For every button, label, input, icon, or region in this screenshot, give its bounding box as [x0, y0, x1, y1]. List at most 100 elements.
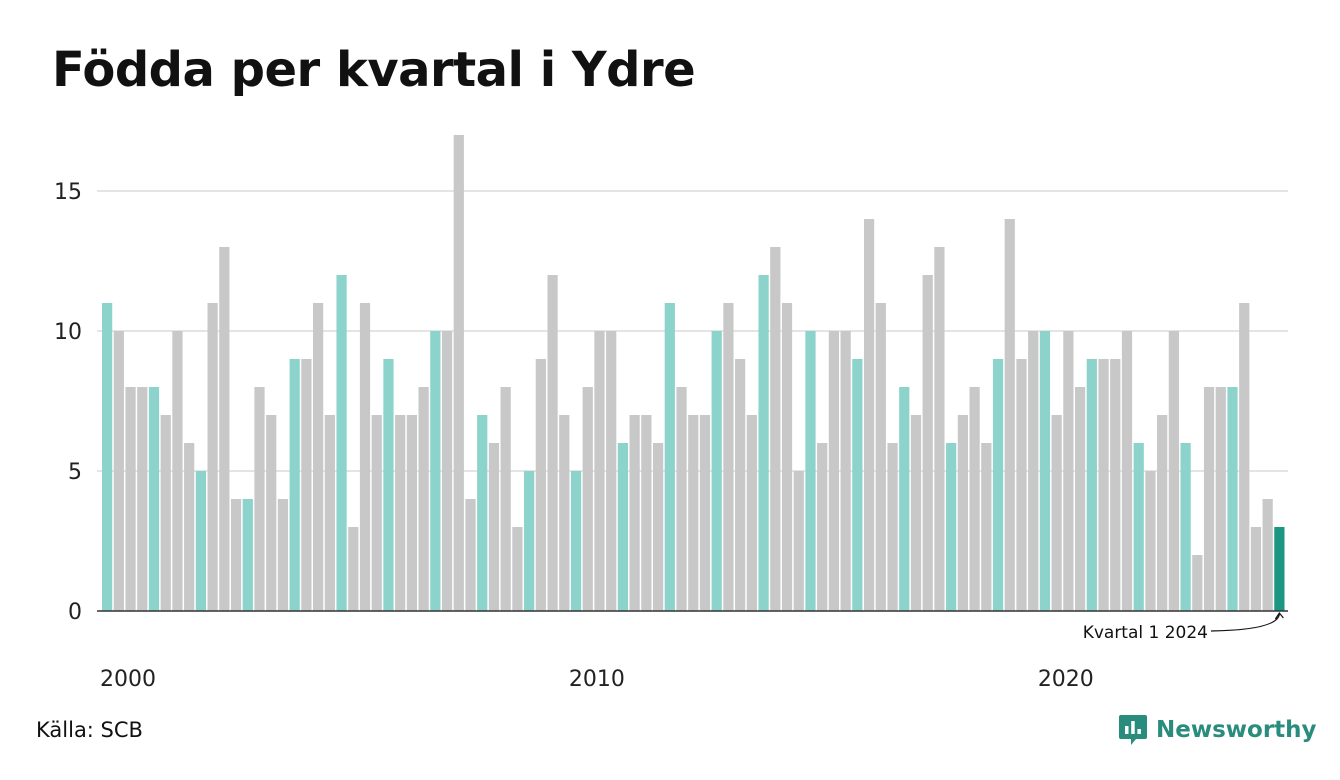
bar — [266, 415, 277, 611]
bar — [148, 387, 160, 611]
x-tick-label: 2000 — [100, 667, 156, 692]
bar — [359, 303, 371, 611]
bar — [828, 331, 840, 611]
bar — [524, 471, 535, 611]
bar — [1215, 387, 1226, 611]
bar — [735, 359, 746, 611]
bar — [395, 415, 406, 611]
bar — [863, 219, 875, 611]
bar — [1098, 359, 1109, 611]
bar — [1227, 387, 1238, 611]
bar — [934, 247, 945, 611]
bar — [301, 359, 312, 611]
newsworthy-logo-icon — [1119, 715, 1147, 745]
bar — [969, 387, 980, 611]
bar — [1051, 415, 1062, 611]
bar — [688, 415, 699, 611]
bar — [922, 275, 933, 611]
bar — [371, 415, 382, 611]
bar — [981, 443, 992, 611]
bar — [723, 303, 734, 611]
bar — [805, 331, 816, 611]
bar — [770, 247, 781, 611]
bars — [102, 135, 1285, 611]
bar — [570, 471, 582, 611]
annotation-label: Kvartal 1 2024 — [1083, 623, 1208, 643]
bar — [1203, 387, 1215, 611]
bar — [242, 499, 253, 611]
annotation-arrow — [1210, 611, 1284, 632]
bar — [383, 359, 394, 611]
bar — [617, 443, 629, 611]
bar — [899, 387, 910, 611]
bar — [1192, 555, 1203, 611]
x-tick-label: 2010 — [569, 667, 625, 692]
bar — [1168, 331, 1179, 611]
bar — [465, 499, 476, 611]
bar — [1074, 387, 1086, 611]
bar — [488, 443, 500, 611]
bar — [207, 303, 218, 611]
bar — [992, 359, 1004, 611]
bar — [629, 415, 640, 611]
bar — [758, 275, 769, 611]
bar — [1004, 219, 1015, 611]
bar — [289, 359, 300, 611]
y-tick-label: 15 — [54, 180, 82, 205]
bar — [1086, 359, 1097, 611]
bar — [1274, 527, 1285, 611]
bar — [594, 331, 605, 611]
y-tick-label: 10 — [54, 320, 82, 345]
y-tick-label: 5 — [68, 460, 82, 485]
bar — [1028, 331, 1039, 611]
bar — [500, 387, 511, 611]
bar — [676, 387, 687, 611]
bar — [430, 331, 441, 611]
bar — [641, 415, 652, 611]
bar — [453, 135, 464, 611]
bar — [512, 527, 523, 611]
bar — [324, 415, 335, 611]
bar — [195, 471, 206, 611]
source-label: Källa: SCB — [36, 718, 143, 742]
bar — [113, 331, 124, 611]
bar — [219, 247, 230, 611]
brand-logo: Newsworthy — [1118, 713, 1317, 747]
bar — [875, 303, 886, 611]
x-tick-label: 2020 — [1038, 667, 1094, 692]
bar — [1016, 359, 1027, 611]
bar — [441, 331, 453, 611]
bar — [160, 415, 171, 611]
y-tick-labels: 0 5 10 15 — [54, 180, 82, 625]
bar — [1239, 303, 1250, 611]
bar — [582, 387, 593, 611]
bar — [817, 443, 828, 611]
bar — [230, 499, 242, 611]
bar — [184, 443, 195, 611]
bar-chart: 0 5 10 15 2000 2010 2020 Kvartal 1 2024 — [54, 135, 1288, 692]
bar — [946, 443, 957, 611]
x-tick-labels: 2000 2010 2020 — [100, 667, 1094, 692]
bar — [711, 331, 722, 611]
bar — [1250, 527, 1262, 611]
bar — [1262, 499, 1273, 611]
bar — [664, 303, 675, 611]
bar — [313, 303, 324, 611]
bar — [1157, 415, 1168, 611]
bar — [1180, 443, 1191, 611]
y-tick-label: 0 — [68, 600, 82, 625]
bar — [406, 415, 418, 611]
bar — [336, 275, 347, 611]
bar — [793, 471, 804, 611]
bar — [477, 415, 488, 611]
bar — [102, 303, 113, 611]
bar — [125, 387, 136, 611]
bar — [172, 331, 183, 611]
bar — [910, 415, 922, 611]
bar — [137, 387, 148, 611]
bar — [957, 415, 968, 611]
bar — [547, 275, 558, 611]
bar — [887, 443, 898, 611]
bar — [852, 359, 863, 611]
bar — [746, 415, 757, 611]
